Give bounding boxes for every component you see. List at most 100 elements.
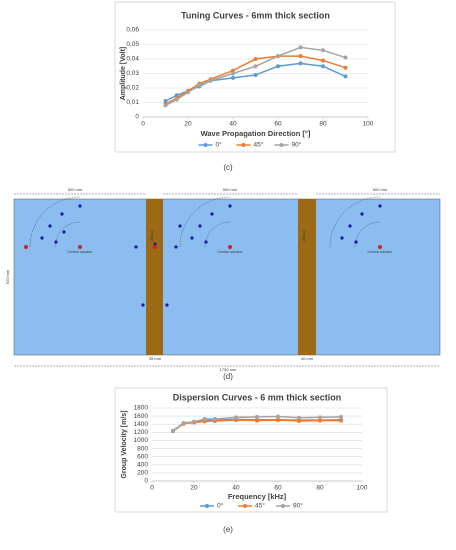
legend-label: 0° bbox=[217, 502, 224, 510]
x-tick-label: 80 bbox=[319, 121, 327, 128]
point bbox=[253, 57, 258, 61]
point bbox=[255, 414, 259, 419]
stringer bbox=[146, 199, 163, 355]
point bbox=[276, 418, 280, 423]
y-tick-label: 0 bbox=[135, 114, 139, 121]
x-axis-label: Wave Propagation Direction [°] bbox=[201, 129, 311, 138]
legend-marker bbox=[279, 143, 284, 147]
point bbox=[318, 418, 322, 423]
point bbox=[192, 419, 196, 424]
point bbox=[234, 415, 238, 420]
point bbox=[321, 64, 325, 69]
point bbox=[276, 54, 280, 59]
point bbox=[208, 78, 213, 83]
x-tick-label: 20 bbox=[184, 121, 192, 128]
x-tick-label: 60 bbox=[274, 485, 282, 492]
y-tick-label: 1000 bbox=[134, 437, 149, 444]
point bbox=[343, 55, 348, 60]
legend-marker bbox=[241, 143, 246, 147]
point bbox=[202, 416, 207, 421]
x-tick-label: 60 bbox=[274, 121, 282, 128]
point bbox=[163, 99, 168, 104]
actuators bbox=[24, 245, 382, 249]
legend-label: 45° bbox=[254, 141, 264, 149]
point bbox=[181, 421, 186, 426]
legend-label: 90° bbox=[292, 141, 302, 149]
x-axis-label: Frequency [kHz] bbox=[228, 492, 287, 501]
y-tick-label: 0,03 bbox=[126, 70, 139, 77]
point bbox=[276, 414, 280, 419]
point bbox=[231, 71, 235, 76]
x-tick-label: 100 bbox=[357, 485, 368, 492]
point bbox=[174, 97, 179, 102]
y-tick-label: 0,01 bbox=[126, 99, 139, 106]
chart-frame bbox=[114, 387, 388, 513]
sensors bbox=[40, 204, 382, 307]
point bbox=[174, 93, 179, 98]
y-tick-label: 1200 bbox=[134, 429, 149, 436]
y-tick-label: 600 bbox=[137, 453, 148, 460]
dimension-label: 500 mm bbox=[373, 187, 388, 192]
dimension-label: 35 mm bbox=[149, 356, 162, 361]
point bbox=[318, 415, 322, 420]
x-tick-label: 80 bbox=[316, 485, 324, 492]
y-tick-label: 0 bbox=[144, 478, 148, 485]
y-tick-label: 400 bbox=[137, 461, 148, 468]
legend-marker bbox=[243, 504, 247, 508]
actuator-label: Central actuator bbox=[68, 250, 94, 254]
point bbox=[298, 54, 303, 59]
y-tick-label: 0,05 bbox=[126, 41, 139, 48]
caption: (c) bbox=[223, 163, 233, 172]
point bbox=[186, 90, 190, 95]
point bbox=[255, 418, 259, 423]
point bbox=[234, 418, 238, 423]
point bbox=[253, 64, 258, 69]
point bbox=[339, 418, 343, 423]
y-tick-label: 200 bbox=[137, 470, 148, 477]
chart-frame bbox=[114, 1, 396, 153]
chart-title: Dispersion Curves - 6 mm thick section bbox=[173, 392, 342, 402]
y-tick-label: 1800 bbox=[134, 405, 149, 412]
dimension-label: 500 mm bbox=[68, 187, 83, 192]
y-tick-label: 1600 bbox=[134, 413, 149, 420]
dimension-label: 1750 mm bbox=[220, 367, 237, 372]
x-tick-label: 100 bbox=[363, 121, 374, 128]
actuator-label: Central actuator bbox=[368, 250, 394, 254]
legend-label: 0° bbox=[216, 141, 223, 149]
point bbox=[343, 74, 348, 79]
point bbox=[343, 65, 348, 70]
stringer bbox=[298, 199, 316, 355]
point bbox=[171, 428, 175, 433]
point bbox=[297, 418, 301, 423]
y-tick-label: 0,04 bbox=[126, 56, 139, 63]
x-tick-label: 0 bbox=[150, 485, 154, 492]
stringer-label: Stringer bbox=[302, 230, 306, 243]
point bbox=[321, 48, 325, 53]
caption: (e) bbox=[223, 525, 233, 534]
legend-marker bbox=[205, 504, 209, 508]
dimension-label: 620 mm bbox=[5, 269, 10, 284]
y-axis-label: Amplitude [Volt] bbox=[120, 47, 127, 101]
plate bbox=[13, 198, 441, 356]
legend-label: 90° bbox=[293, 502, 303, 510]
legend-label: 45° bbox=[255, 502, 265, 510]
point bbox=[298, 45, 303, 50]
point bbox=[197, 83, 202, 88]
point bbox=[163, 103, 168, 108]
legend-marker bbox=[203, 143, 208, 147]
x-tick-label: 40 bbox=[232, 485, 240, 492]
chart-title: Tuning Curves - 6mm thick section bbox=[181, 10, 330, 20]
legend-marker bbox=[281, 504, 285, 508]
point bbox=[297, 415, 301, 420]
point bbox=[321, 58, 325, 63]
dimension-label: 500 mm bbox=[223, 187, 238, 192]
point bbox=[276, 64, 280, 69]
actuator-label: Central actuator bbox=[218, 250, 244, 254]
caption: (d) bbox=[223, 372, 233, 381]
point bbox=[231, 68, 235, 73]
dimension-label: 40 mm bbox=[301, 356, 314, 361]
x-tick-label: 40 bbox=[229, 121, 237, 128]
point bbox=[213, 416, 217, 421]
point bbox=[253, 72, 258, 77]
